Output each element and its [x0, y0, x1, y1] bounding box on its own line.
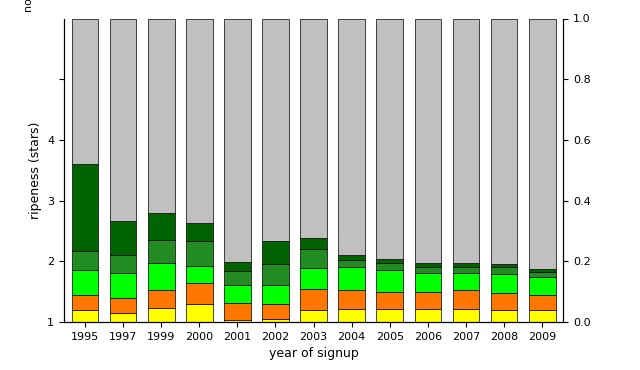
- Bar: [415, 18, 441, 263]
- Bar: [186, 223, 212, 242]
- Bar: [529, 269, 556, 272]
- Bar: [529, 272, 556, 277]
- Bar: [491, 18, 518, 264]
- Bar: [148, 263, 175, 290]
- Bar: [529, 277, 556, 295]
- Bar: [491, 293, 518, 310]
- Bar: [376, 270, 403, 292]
- Bar: [148, 240, 175, 263]
- Bar: [376, 309, 403, 322]
- Bar: [415, 267, 441, 273]
- Bar: [186, 304, 212, 322]
- Bar: [300, 310, 327, 322]
- Bar: [72, 295, 99, 310]
- Bar: [148, 290, 175, 308]
- Bar: [491, 267, 518, 274]
- Bar: [72, 250, 99, 270]
- Bar: [452, 290, 479, 309]
- Bar: [452, 263, 479, 267]
- Bar: [376, 292, 403, 309]
- Bar: [186, 18, 212, 223]
- Bar: [109, 255, 136, 273]
- Bar: [415, 292, 441, 309]
- Bar: [339, 255, 365, 260]
- Bar: [452, 309, 479, 322]
- Bar: [300, 18, 327, 238]
- Bar: [339, 309, 365, 322]
- Bar: [300, 268, 327, 289]
- Bar: [376, 18, 403, 259]
- Bar: [339, 260, 365, 267]
- Bar: [148, 213, 175, 240]
- Bar: [491, 264, 518, 267]
- Text: no IPv6: no IPv6: [24, 0, 34, 13]
- Bar: [224, 320, 251, 322]
- Bar: [300, 249, 327, 268]
- Bar: [109, 221, 136, 255]
- Y-axis label: ripeness (stars): ripeness (stars): [29, 121, 42, 219]
- Bar: [529, 18, 556, 269]
- Bar: [148, 308, 175, 322]
- Bar: [109, 313, 136, 322]
- Bar: [262, 304, 289, 319]
- Bar: [300, 238, 327, 249]
- X-axis label: year of signup: year of signup: [269, 347, 358, 360]
- Bar: [339, 290, 365, 309]
- Bar: [415, 273, 441, 292]
- Bar: [300, 289, 327, 310]
- Bar: [224, 270, 251, 285]
- Bar: [491, 310, 518, 322]
- Bar: [262, 264, 289, 285]
- Bar: [72, 18, 99, 164]
- Bar: [491, 274, 518, 293]
- Bar: [224, 303, 251, 320]
- Bar: [72, 164, 99, 250]
- Bar: [109, 273, 136, 298]
- Bar: [72, 310, 99, 322]
- Bar: [452, 273, 479, 290]
- Bar: [109, 18, 136, 221]
- Bar: [376, 259, 403, 263]
- Bar: [186, 283, 212, 304]
- Bar: [224, 262, 251, 270]
- Bar: [529, 295, 556, 310]
- Bar: [224, 18, 251, 262]
- Bar: [452, 267, 479, 273]
- Bar: [262, 319, 289, 322]
- Bar: [72, 270, 99, 295]
- Bar: [339, 267, 365, 290]
- Bar: [376, 263, 403, 270]
- Bar: [415, 263, 441, 267]
- Bar: [224, 285, 251, 303]
- Bar: [186, 266, 212, 283]
- Bar: [109, 298, 136, 313]
- Bar: [529, 310, 556, 322]
- Bar: [452, 18, 479, 263]
- Bar: [415, 309, 441, 322]
- Bar: [262, 18, 289, 240]
- Bar: [339, 18, 365, 255]
- Bar: [262, 240, 289, 264]
- Bar: [148, 18, 175, 213]
- Bar: [186, 242, 212, 266]
- Bar: [262, 285, 289, 304]
